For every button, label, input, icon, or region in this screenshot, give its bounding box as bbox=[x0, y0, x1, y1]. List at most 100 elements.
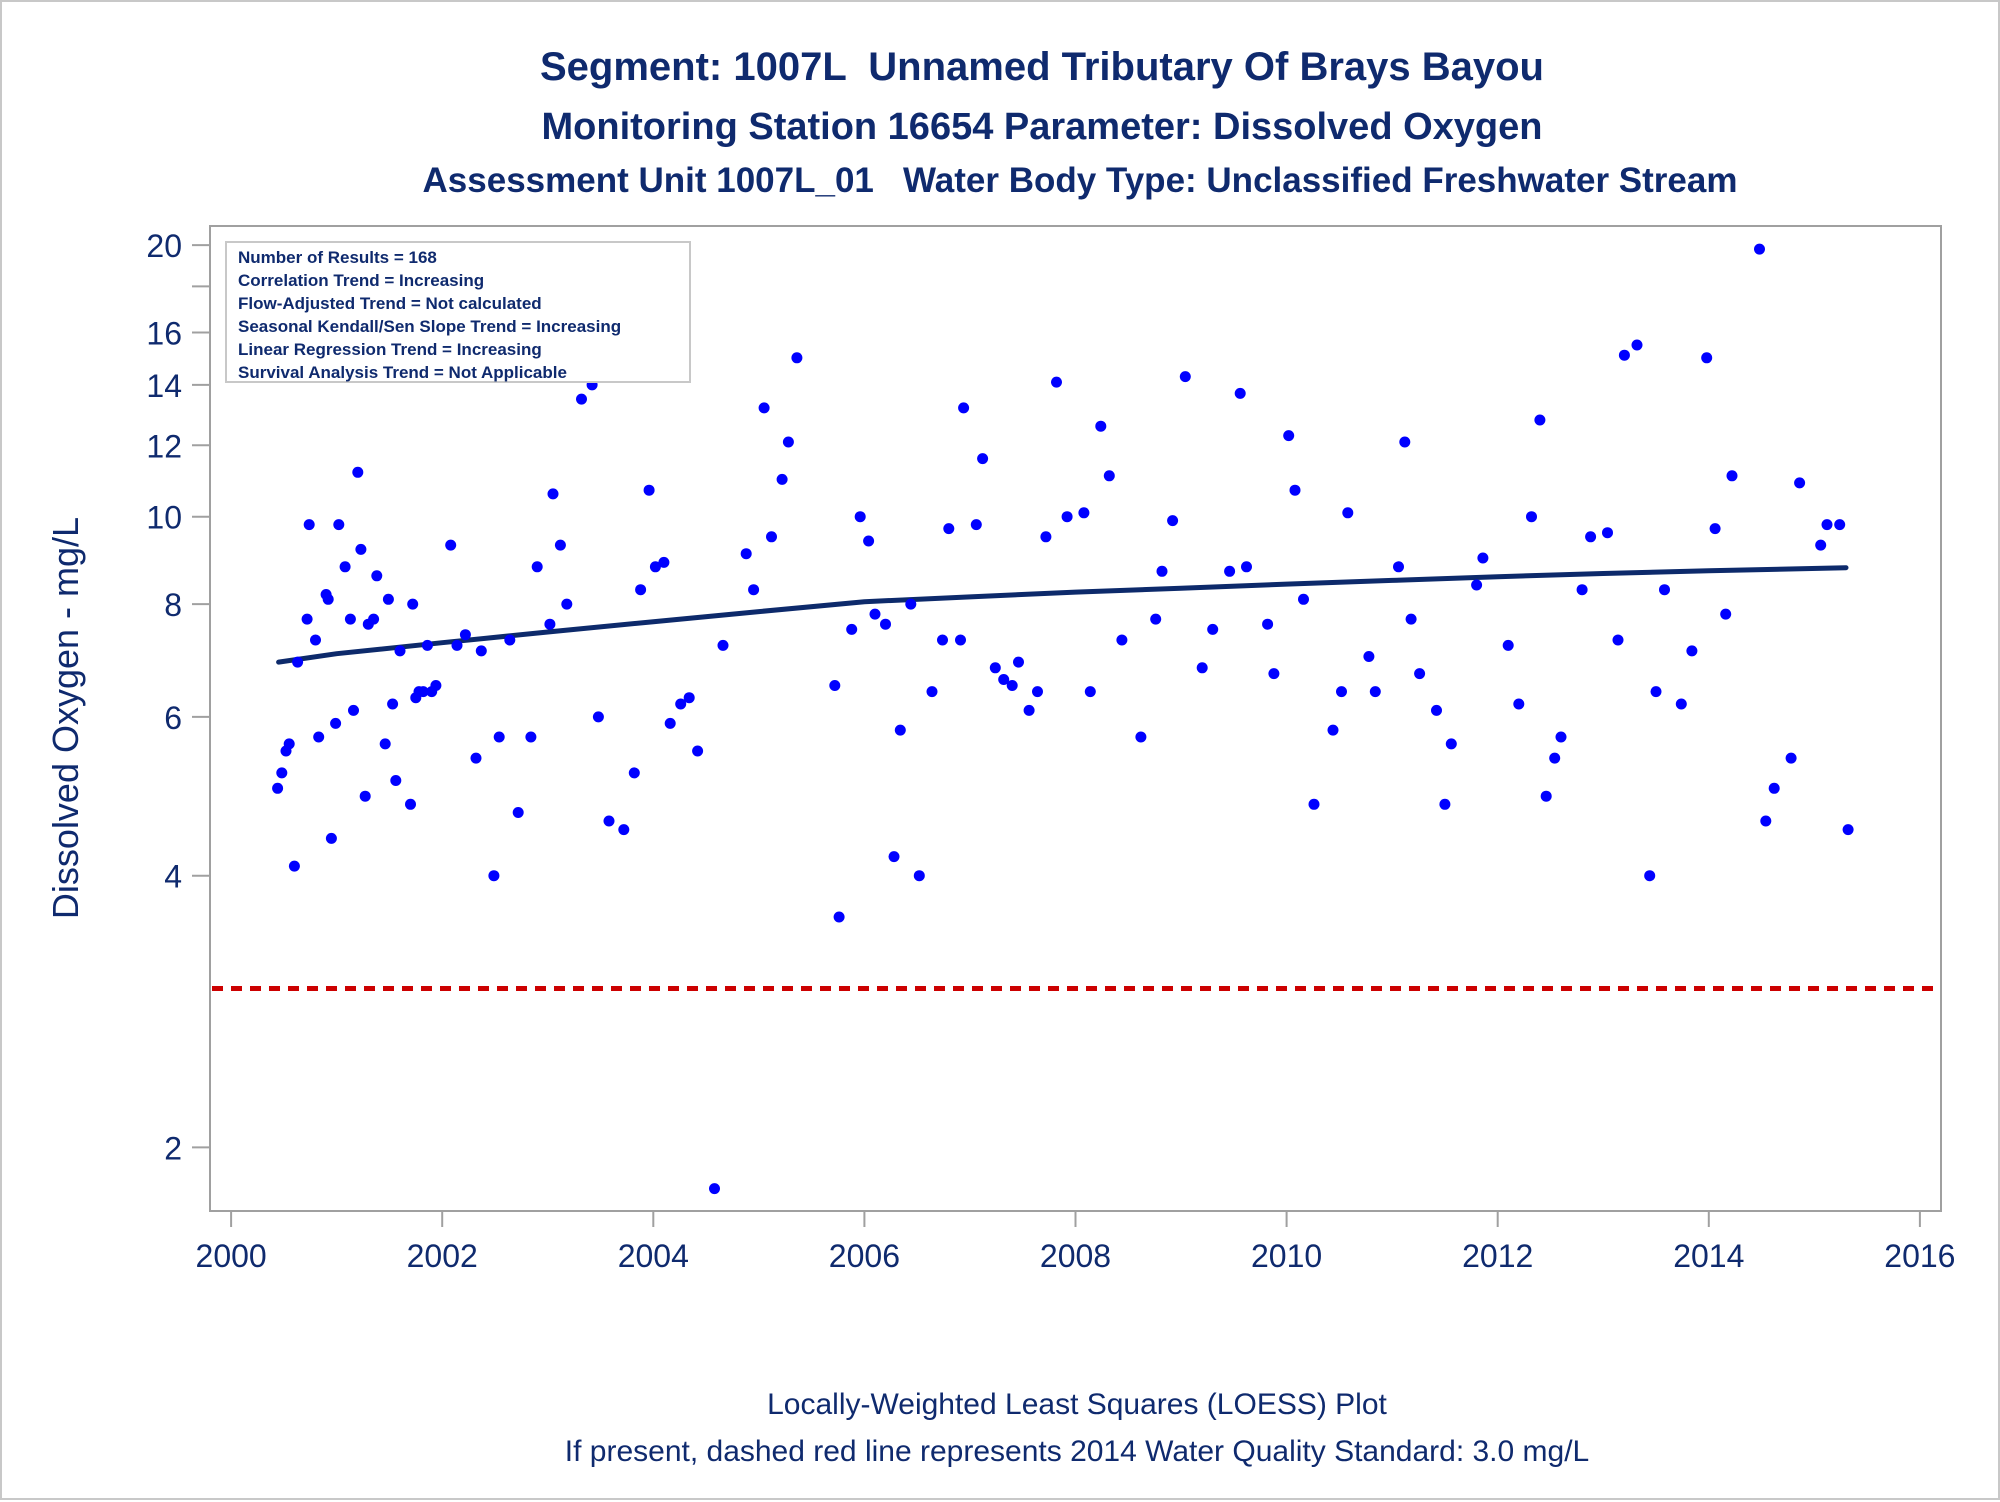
data-point bbox=[1369, 686, 1381, 698]
y-tick-label: 2 bbox=[164, 1130, 182, 1166]
data-point bbox=[1013, 656, 1024, 668]
data-point bbox=[1084, 686, 1096, 698]
data-point bbox=[1032, 686, 1043, 698]
x-tick-label: 2000 bbox=[196, 1238, 267, 1274]
data-point bbox=[310, 634, 321, 646]
legend-box: Number of Results = 168 Correlation Trend… bbox=[225, 241, 691, 383]
data-point bbox=[544, 618, 556, 630]
data-point bbox=[1686, 645, 1698, 657]
data-point bbox=[791, 352, 803, 364]
data-point bbox=[1051, 376, 1062, 388]
data-point bbox=[1095, 420, 1107, 432]
data-point bbox=[379, 738, 391, 750]
data-point bbox=[1477, 552, 1489, 564]
y-tick-label: 16 bbox=[146, 316, 182, 352]
legend-line: Linear Regression Trend = Increasing bbox=[238, 340, 542, 359]
data-point bbox=[1283, 430, 1295, 442]
data-point bbox=[635, 584, 647, 596]
data-point bbox=[1576, 584, 1588, 596]
y-tick-label: 8 bbox=[164, 587, 182, 623]
data-point bbox=[451, 639, 463, 651]
loess-trend-line bbox=[276, 565, 1849, 665]
data-point bbox=[1675, 698, 1687, 710]
data-point bbox=[776, 473, 788, 485]
data-point bbox=[390, 775, 402, 786]
data-point bbox=[758, 402, 770, 414]
data-point bbox=[894, 724, 906, 736]
data-point bbox=[504, 634, 516, 646]
data-point bbox=[445, 539, 457, 551]
data-point bbox=[1061, 511, 1073, 523]
data-point bbox=[1513, 698, 1525, 710]
data-point bbox=[475, 645, 487, 657]
data-point bbox=[352, 466, 364, 478]
data-point bbox=[330, 717, 342, 729]
y-axis: 2 4 6 8 10 12 14 16 20 bbox=[146, 228, 210, 1166]
data-point bbox=[1399, 436, 1411, 448]
data-point bbox=[1445, 738, 1457, 750]
data-point bbox=[1103, 470, 1115, 482]
data-point bbox=[1842, 824, 1854, 836]
data-point bbox=[1327, 724, 1339, 736]
data-point bbox=[1241, 561, 1252, 573]
data-point bbox=[1585, 531, 1597, 543]
data-point bbox=[325, 832, 337, 844]
x-tick-label: 2006 bbox=[829, 1238, 900, 1274]
data-point bbox=[1834, 519, 1846, 531]
data-point bbox=[1821, 519, 1833, 531]
data-point bbox=[276, 767, 288, 779]
data-point bbox=[1405, 613, 1417, 625]
data-point bbox=[1150, 613, 1162, 625]
data-point bbox=[292, 656, 304, 668]
data-point bbox=[1414, 668, 1426, 680]
data-point bbox=[303, 519, 315, 531]
data-point bbox=[748, 584, 760, 596]
data-point bbox=[977, 453, 989, 465]
data-point bbox=[1768, 782, 1780, 794]
data-point bbox=[459, 629, 471, 641]
data-point bbox=[1471, 579, 1483, 591]
x-tick-label: 2014 bbox=[1673, 1238, 1744, 1274]
data-point bbox=[1179, 371, 1191, 383]
data-point bbox=[1224, 565, 1236, 577]
chart-subtitle: Monitoring Station 16654 Parameter: Diss… bbox=[542, 106, 1543, 148]
legend-line: Seasonal Kendall/Sen Slope Trend = Incre… bbox=[238, 317, 621, 336]
data-point bbox=[512, 807, 524, 818]
data-point bbox=[1040, 531, 1052, 543]
data-point bbox=[387, 698, 399, 710]
data-point bbox=[618, 824, 630, 836]
data-point bbox=[1439, 798, 1451, 810]
data-point bbox=[955, 634, 966, 646]
data-point bbox=[1116, 634, 1128, 646]
data-point bbox=[766, 531, 777, 543]
y-tick-label: 4 bbox=[164, 859, 182, 895]
data-point bbox=[355, 543, 367, 555]
data-point bbox=[1196, 662, 1208, 674]
data-point bbox=[421, 639, 433, 651]
data-point bbox=[531, 561, 543, 573]
data-point bbox=[1555, 731, 1567, 743]
data-point bbox=[1289, 484, 1301, 496]
data-point bbox=[1540, 790, 1552, 802]
data-point bbox=[1135, 731, 1147, 743]
x-tick-label: 2004 bbox=[618, 1238, 689, 1274]
data-point bbox=[1207, 623, 1219, 635]
data-point bbox=[958, 402, 970, 414]
data-point bbox=[1006, 680, 1018, 691]
y-tick-label: 14 bbox=[146, 368, 182, 404]
data-point bbox=[1268, 668, 1280, 680]
x-tick-label: 2012 bbox=[1462, 1238, 1533, 1274]
data-point bbox=[368, 613, 380, 625]
data-point bbox=[1234, 387, 1246, 399]
data-point bbox=[430, 680, 442, 691]
data-point bbox=[905, 598, 917, 610]
data-point bbox=[1023, 704, 1035, 716]
data-point bbox=[1650, 686, 1662, 698]
data-point bbox=[846, 623, 858, 635]
data-point bbox=[1167, 515, 1179, 527]
data-point bbox=[854, 511, 866, 523]
footnote-loess: Locally-Weighted Least Squares (LOESS) P… bbox=[767, 1388, 1387, 1421]
data-point bbox=[1298, 593, 1309, 605]
data-point bbox=[344, 613, 356, 625]
data-point bbox=[561, 598, 573, 610]
